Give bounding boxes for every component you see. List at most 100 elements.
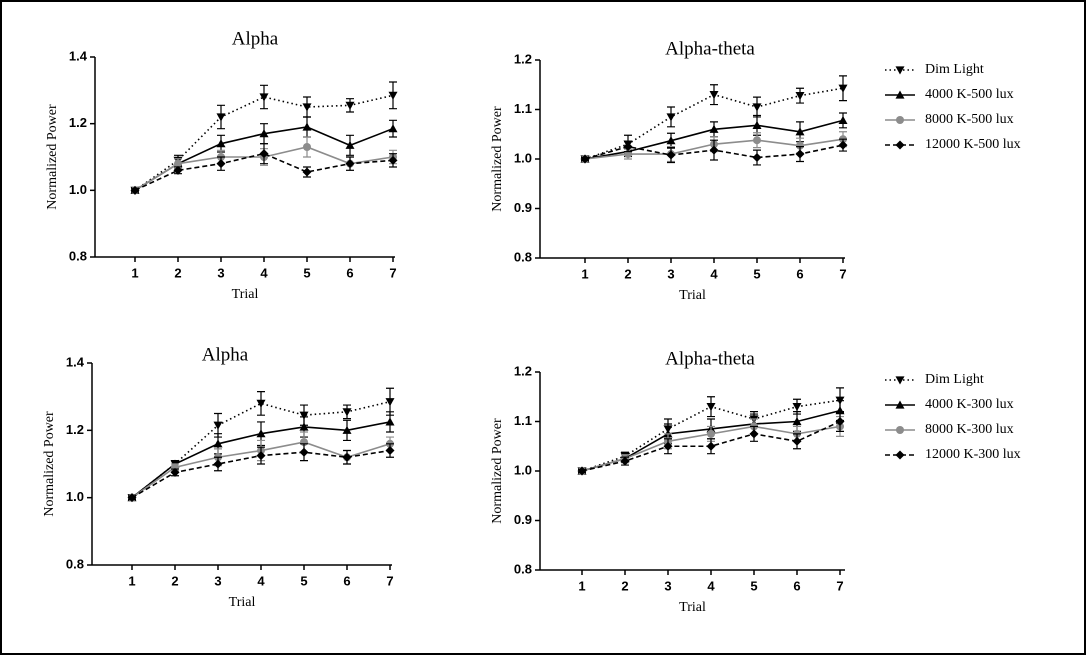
marker (299, 447, 309, 457)
marker (663, 441, 673, 451)
marker (795, 127, 805, 136)
legend-marker (895, 66, 905, 75)
marker (170, 467, 180, 477)
marker (345, 140, 355, 149)
marker (302, 167, 312, 177)
x-tick-label: 5 (303, 265, 310, 280)
y-tick-label: 1.4 (69, 48, 88, 63)
y-tick-label: 1.2 (69, 115, 87, 130)
legend-label: 4000 K-500 lux (925, 87, 1014, 102)
marker (299, 411, 309, 420)
marker (302, 122, 312, 131)
marker (342, 452, 352, 462)
marker (259, 149, 269, 159)
legend-label: 4000 K-300 lux (925, 397, 1014, 412)
legend-marker (896, 426, 904, 434)
marker (792, 436, 802, 446)
marker (707, 429, 715, 438)
y-tick-label: 0.8 (69, 248, 87, 263)
chart-title: Alpha-theta (665, 38, 755, 59)
x-tick-label: 4 (707, 578, 715, 593)
marker (213, 439, 223, 448)
x-tick-label: 2 (621, 578, 628, 593)
legend-marker (895, 450, 905, 460)
marker (385, 417, 395, 426)
x-tick-label: 2 (624, 266, 631, 281)
legend-marker (895, 140, 905, 150)
marker (216, 113, 226, 122)
marker (345, 159, 355, 169)
marker (666, 113, 676, 122)
marker (213, 459, 223, 469)
marker (709, 124, 719, 133)
y-tick-label: 1.2 (66, 422, 84, 437)
x-tick-label: 1 (128, 573, 135, 588)
x-tick-label: 6 (793, 578, 800, 593)
x-tick-label: 1 (131, 265, 138, 280)
marker (299, 422, 309, 431)
marker (792, 417, 802, 426)
marker (666, 150, 676, 160)
y-axis-label: Normalized Power (490, 106, 505, 212)
chart-title: Alpha (202, 344, 249, 365)
marker (130, 185, 140, 195)
x-tick-label: 3 (217, 265, 224, 280)
x-tick-label: 5 (750, 578, 757, 593)
marker (795, 92, 805, 101)
x-tick-label: 6 (346, 265, 353, 280)
marker (792, 403, 802, 412)
x-tick-label: 3 (667, 266, 674, 281)
marker (835, 417, 845, 426)
chart-title: Alpha-theta (665, 348, 755, 369)
marker (838, 140, 848, 150)
legend-marker (895, 376, 905, 385)
x-axis-label: Trial (679, 288, 706, 303)
marker (706, 403, 716, 412)
marker (174, 159, 182, 168)
x-tick-label: 7 (389, 265, 396, 280)
legend-label: Dim Light (925, 62, 984, 77)
y-tick-label: 1.4 (66, 354, 85, 369)
x-tick-label: 1 (581, 266, 588, 281)
x-tick-label: 1 (578, 578, 585, 593)
marker (259, 93, 269, 102)
x-tick-label: 4 (710, 266, 718, 281)
marker (213, 421, 223, 430)
marker (303, 143, 311, 151)
marker (256, 429, 266, 438)
marker (345, 101, 355, 110)
legend-label: 8000 K-500 lux (925, 112, 1014, 127)
legend-marker (896, 116, 904, 124)
marker (173, 165, 183, 175)
legend-label: 8000 K-300 lux (925, 422, 1014, 437)
marker (709, 91, 719, 100)
marker (127, 493, 137, 503)
x-axis-label: Trial (232, 287, 259, 302)
marker (752, 153, 762, 163)
x-tick-label: 5 (753, 266, 760, 281)
legend-marker (895, 90, 905, 99)
marker (838, 84, 848, 93)
marker (752, 120, 762, 129)
y-tick-label: 1.0 (69, 182, 87, 197)
y-axis-label: Normalized Power (45, 104, 60, 210)
x-tick-label: 6 (343, 573, 350, 588)
x-tick-label: 3 (214, 573, 221, 588)
y-tick-label: 0.8 (514, 249, 532, 264)
marker (216, 139, 226, 148)
x-axis-label: Trial (679, 600, 706, 615)
marker (342, 408, 352, 417)
marker (752, 103, 762, 112)
y-tick-label: 1.2 (514, 51, 532, 66)
chart-title: Alpha (232, 28, 279, 49)
y-tick-label: 1.0 (514, 150, 532, 165)
y-axis-label: Normalized Power (42, 411, 57, 517)
x-tick-label: 5 (300, 573, 307, 588)
y-tick-label: 0.9 (514, 512, 532, 527)
x-axis-label: Trial (229, 595, 256, 610)
legend-label: 12000 K-500 lux (925, 137, 1021, 152)
y-tick-label: 1.2 (514, 363, 532, 378)
marker (216, 159, 226, 169)
marker (580, 154, 590, 164)
